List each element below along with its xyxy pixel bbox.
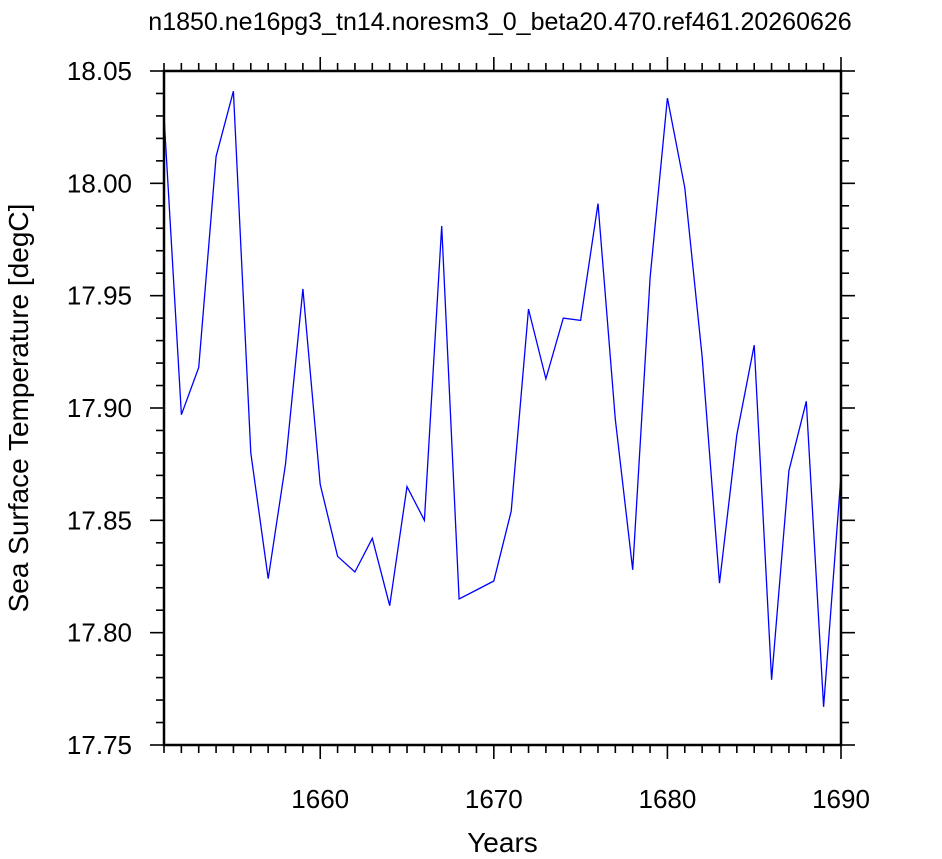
x-tick-label: 1680 bbox=[638, 784, 696, 814]
axis-ticks bbox=[150, 57, 855, 759]
series-line bbox=[163, 91, 842, 707]
x-tick-label: 1690 bbox=[812, 784, 870, 814]
y-axis-label: Sea Surface Temperature [degC] bbox=[3, 204, 34, 613]
x-tick-label: 1670 bbox=[465, 784, 523, 814]
x-axis-label: Years bbox=[467, 827, 538, 858]
y-tick-label: 18.05 bbox=[67, 56, 132, 86]
y-tick-label: 18.00 bbox=[67, 168, 132, 198]
y-tick-label: 17.85 bbox=[67, 505, 132, 535]
tick-labels: 1660 1670 1680 1690 17.75 17.80 17.85 17.90 17.9… bbox=[67, 56, 870, 814]
chart-title: n1850.ne16pg3_tn14.noresm3_0_beta20.470.… bbox=[148, 8, 851, 36]
x-tick-label: 1660 bbox=[291, 784, 349, 814]
y-tick-label: 17.80 bbox=[67, 618, 132, 648]
series-layer bbox=[163, 91, 842, 707]
y-tick-label: 17.90 bbox=[67, 393, 132, 423]
plot-frame bbox=[162, 69, 843, 747]
y-tick-label: 17.75 bbox=[67, 730, 132, 760]
y-tick-label: 17.95 bbox=[67, 281, 132, 311]
